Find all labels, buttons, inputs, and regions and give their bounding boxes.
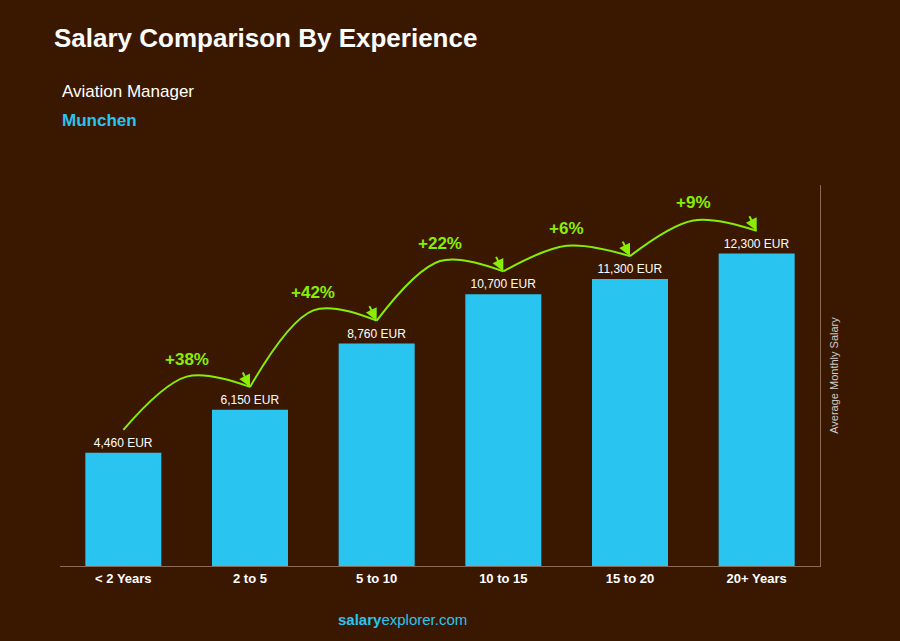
svg-text:Aviation Manager: Aviation Manager [62,82,194,101]
svg-text:11,300 EUR: 11,300 EUR [598,262,663,276]
svg-text:Munchen: Munchen [62,111,137,130]
svg-text:Average Monthly Salary: Average Monthly Salary [828,317,840,434]
svg-text:4,460 EUR: 4,460 EUR [94,436,153,450]
svg-text:10,700 EUR: 10,700 EUR [470,277,536,291]
svg-text:+22%: +22% [418,234,462,253]
svg-text:15 to 20: 15 to 20 [606,571,654,586]
svg-text:20+ Years: 20+ Years [727,571,787,586]
svg-text:5 to 10: 5 to 10 [356,571,397,586]
svg-text:+38%: +38% [165,350,209,369]
svg-text:+6%: +6% [549,219,584,238]
svg-text:10 to 15: 10 to 15 [479,571,527,586]
svg-text:Salary Comparison By Experienc: Salary Comparison By Experience [54,23,477,53]
svg-text:2 to 5: 2 to 5 [233,571,267,586]
svg-text:salaryexplorer.com: salaryexplorer.com [338,611,467,628]
svg-text:8,760 EUR: 8,760 EUR [347,327,406,341]
svg-text:< 2 Years: < 2 Years [95,571,152,586]
svg-text:+9%: +9% [676,193,711,212]
svg-text:6,150 EUR: 6,150 EUR [220,393,279,407]
svg-text:+42%: +42% [291,283,335,302]
svg-text:12,300 EUR: 12,300 EUR [724,237,790,251]
